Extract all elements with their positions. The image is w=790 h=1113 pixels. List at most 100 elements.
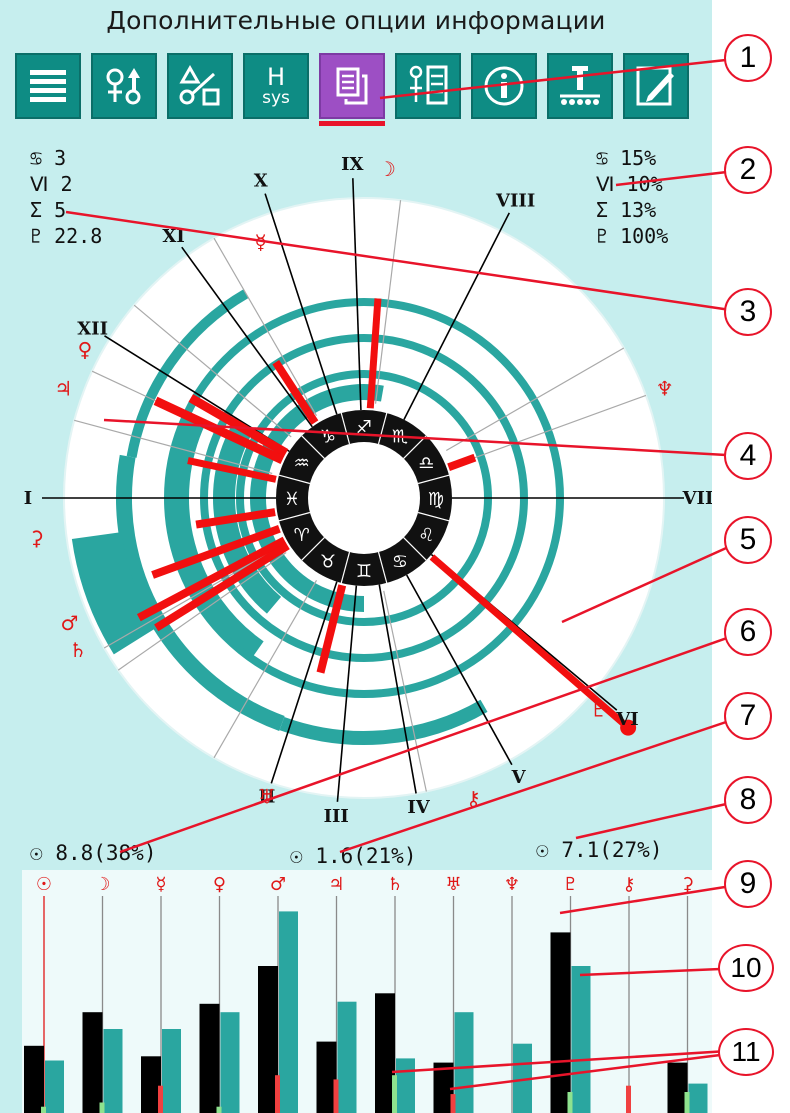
planet-glyph[interactable]: ♃ (54, 377, 72, 401)
callout-8: 8 (724, 776, 772, 824)
stat-right-4: ♇ 100% (596, 224, 669, 248)
zodiac-sign: ♒ (294, 453, 310, 474)
teal-bar (162, 1029, 181, 1113)
house-label: V (511, 767, 527, 788)
green-marker (684, 1092, 690, 1113)
transit-icon (560, 66, 600, 105)
planet-glyph[interactable]: ♆ (656, 377, 674, 401)
house-cusp-line (405, 574, 513, 766)
stat-right-3: Σ 13% (596, 198, 657, 222)
transit-button[interactable] (547, 53, 613, 119)
zodiac-sign: ♈ (294, 525, 310, 546)
stat-right-1: ♋ 15% (596, 146, 657, 170)
bottom-value-right: ☉ 7.1(27%) (536, 838, 663, 862)
house-cusp-line (378, 584, 417, 794)
planet-strength-bar (447, 453, 477, 471)
planet-strength-bar (188, 394, 289, 457)
wheel-center (308, 442, 420, 554)
planet-strength-bar (429, 554, 631, 731)
teal-bar (220, 1012, 240, 1113)
black-bar (258, 966, 278, 1113)
teal-band (71, 531, 157, 655)
house-cusp-line (181, 246, 313, 428)
aspect-guide-line (117, 551, 287, 671)
green-marker (216, 1106, 222, 1113)
callout-1: 1 (724, 34, 772, 82)
green-marker (99, 1102, 105, 1113)
planet-glyph[interactable]: ♇ (590, 697, 608, 721)
house-cusp-line (270, 581, 338, 784)
aspects-icon (179, 64, 220, 106)
house-system-sublabel: sys (262, 88, 290, 108)
planet-glyph[interactable]: ♂ (60, 611, 78, 635)
house-label: X (254, 170, 268, 191)
planet-label: ♆ (504, 874, 520, 895)
teal-band (171, 416, 264, 657)
house-cusp-line (403, 212, 510, 420)
planet-strength-bar (154, 542, 290, 632)
planet-label: ♀ (213, 874, 226, 895)
stat-left-3: Σ 5 (30, 198, 67, 222)
menu-button[interactable] (15, 53, 81, 119)
callout-3: 3 (724, 288, 772, 336)
black-bar (433, 1062, 454, 1113)
planet-label: ⚷ (622, 874, 635, 895)
red-marker (333, 1079, 339, 1113)
house-label: VII (682, 488, 712, 509)
planet-label: ☉ (36, 874, 52, 895)
teal-bar (103, 1029, 123, 1113)
black-bar (82, 1012, 103, 1113)
planet-strength-bar (153, 396, 285, 465)
teal-band (250, 384, 384, 612)
zodiac-sign: ♍ (428, 489, 444, 510)
house-cusp-line (352, 178, 362, 411)
stat-left-4: ♇ 22.8 (30, 224, 103, 248)
callout-9: 9 (724, 860, 772, 908)
menu-icon (30, 70, 66, 102)
house-label: XI (162, 226, 184, 247)
aspect-guide-line (133, 304, 292, 438)
planet-glyph[interactable]: ♄ (69, 638, 87, 662)
callout-6: 6 (724, 608, 772, 656)
aspect-guide-line (74, 419, 273, 474)
zodiac-sign: ♊ (356, 561, 372, 582)
aspect-guide-line (103, 544, 283, 649)
selected-planet-dot[interactable] (620, 719, 637, 736)
teal-bar (688, 1083, 708, 1113)
planet-strength-bar (316, 584, 347, 674)
callout-10: 10 (718, 944, 774, 992)
black-bar (141, 1056, 161, 1113)
green-marker (567, 1092, 573, 1113)
stat-left-1: ♋ 3 (30, 146, 67, 170)
black-bar (24, 1045, 44, 1113)
red-marker (450, 1094, 456, 1113)
aspects-button[interactable] (167, 53, 233, 119)
teal-band (279, 699, 488, 745)
house-system-button[interactable]: H sys (243, 53, 309, 119)
planet-glyph[interactable]: ☽ (378, 157, 396, 181)
planets-button[interactable] (91, 53, 157, 119)
teal-bar (337, 1001, 357, 1113)
house-label: IX (341, 154, 363, 175)
planet-glyph[interactable]: ♀ (78, 338, 93, 362)
planet-glyph[interactable]: ☿ (254, 230, 266, 254)
planet-bar-chart: ☉ ☽ ☿ ♀ ♂ ♃ ♄ ♅ ♆ ♇ ⚷ ⚳ (22, 870, 712, 1113)
house-label: I (24, 488, 32, 509)
copy-info-button[interactable] (319, 53, 385, 119)
red-marker (626, 1085, 631, 1113)
aspect-guide-line (453, 394, 647, 467)
planet-label: ⚳ (681, 874, 694, 895)
planet-strength-bar (187, 457, 277, 483)
zodiac-sign: ♎ (418, 453, 434, 474)
planet-strength-bar (272, 359, 319, 425)
planet-label: ♅ (445, 874, 461, 895)
teal-bar (279, 911, 298, 1113)
callout-11: 11 (718, 1028, 774, 1076)
black-bar (550, 932, 571, 1113)
house-label: VIII (495, 190, 535, 211)
planet-strength-bar (366, 298, 382, 409)
stat-left-2: Ⅵ 2 (30, 172, 73, 196)
planet-glyph[interactable]: ⚳ (29, 526, 44, 550)
